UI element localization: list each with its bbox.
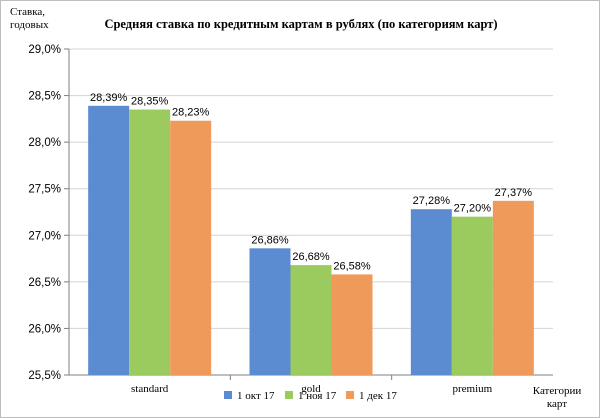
bar-standard-2 xyxy=(129,109,171,376)
x-category-label: gold xyxy=(301,383,321,395)
x-axis-label-line-1: Категории xyxy=(533,385,582,397)
y-tick-label: 26,5% xyxy=(28,277,61,289)
y-tick-label: 26,0% xyxy=(28,323,61,335)
data-label: 27,20% xyxy=(454,203,492,215)
bar-premium-3 xyxy=(492,200,534,375)
legend-label: 1 дек 17 xyxy=(359,390,397,402)
bar-standard-1 xyxy=(88,105,130,376)
chart-title: Средняя ставка по кредитным картам в руб… xyxy=(104,17,497,31)
data-label: 26,58% xyxy=(333,260,371,272)
bar-premium-2 xyxy=(451,216,493,375)
y-tick-label: 28,5% xyxy=(28,91,61,103)
data-label: 26,86% xyxy=(251,234,289,246)
legend-label: 1 ноя 17 xyxy=(298,390,337,402)
legend: 1 окт 17 1 ноя 17 1 дек 17 xyxy=(224,390,397,402)
data-label: 28,35% xyxy=(131,96,169,108)
legend-swatch xyxy=(224,391,232,399)
y-axis-label-line-2: годовых xyxy=(10,19,49,31)
plot-area: 25,5% 26,0% 26,5% 27,0% 27,5% 28,0% 28,5% 29,0%… xyxy=(28,44,553,395)
data-label: 28,39% xyxy=(90,92,128,104)
y-tick-label: 29,0% xyxy=(28,44,61,56)
data-label: 27,28% xyxy=(413,195,451,207)
x-category-label: standard xyxy=(131,383,169,395)
bar-gold-3 xyxy=(331,274,373,375)
bar-gold-1 xyxy=(249,248,291,375)
bar-standard-3 xyxy=(170,120,212,375)
y-tick-label: 27,0% xyxy=(28,230,61,242)
y-tick-label: 27,5% xyxy=(28,184,61,196)
legend-swatch xyxy=(346,391,354,399)
data-label: 27,37% xyxy=(495,187,533,199)
y-tick-label: 25,5% xyxy=(28,370,61,382)
y-axis-label-line-1: Ставка, xyxy=(10,6,45,18)
data-label: 28,23% xyxy=(172,107,210,119)
x-axis-label-line-2: карт xyxy=(547,398,567,410)
x-category-label: premium xyxy=(452,383,492,395)
y-tick-label: 28,0% xyxy=(28,137,61,149)
legend-swatch xyxy=(285,391,293,399)
legend-label: 1 окт 17 xyxy=(237,390,275,402)
data-label: 26,68% xyxy=(292,251,330,263)
bar-gold-2 xyxy=(290,265,332,375)
bar-premium-1 xyxy=(410,209,452,375)
